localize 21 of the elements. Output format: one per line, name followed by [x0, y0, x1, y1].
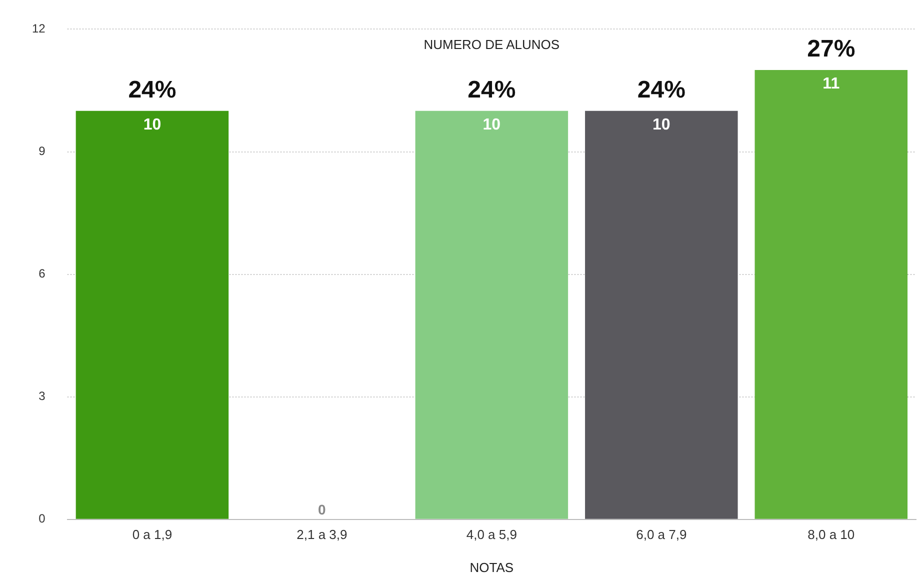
x-tick-label: 6,0 a 7,9 — [636, 526, 687, 542]
y-tick-label: 6 — [38, 266, 46, 281]
y-tick-label: 3 — [38, 389, 46, 404]
data-label: 10 — [482, 116, 501, 134]
data-label: 10 — [652, 116, 670, 134]
data-label: 0 — [318, 501, 326, 518]
x-axis-title: NOTAS — [470, 560, 514, 576]
y-tick-label: 0 — [38, 512, 46, 526]
data-label: 11 — [822, 75, 840, 92]
y-tick-label: 12 — [32, 22, 46, 36]
x-tick-label: 8,0 a 10 — [808, 526, 855, 542]
annotation: 24% — [468, 76, 516, 104]
text: NUMERO DE ALUNOS — [424, 36, 560, 52]
x-tick-label: 2,1 a 3,9 — [296, 526, 348, 542]
annotation: 24% — [637, 76, 686, 104]
y-tick-label: 9 — [38, 144, 46, 158]
annotation: 24% — [128, 76, 176, 104]
x-tick-label: 4,0 a 5,9 — [466, 526, 517, 542]
x-tick-label: 0 a 1,9 — [132, 526, 172, 542]
annotation: 27% — [807, 36, 856, 63]
data-label: 10 — [143, 116, 162, 134]
